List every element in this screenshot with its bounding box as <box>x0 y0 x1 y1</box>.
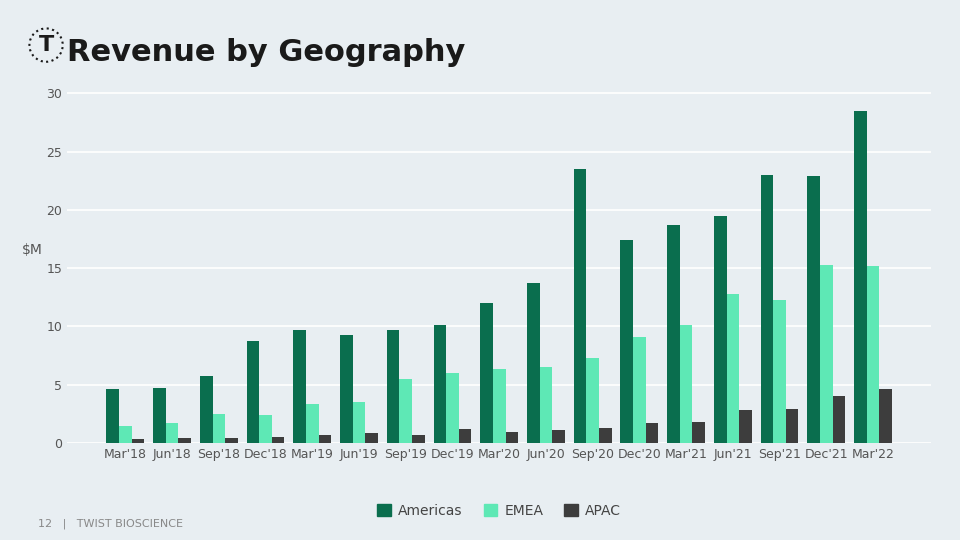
Bar <box>552 430 564 443</box>
Bar <box>319 435 331 443</box>
Bar <box>879 389 892 443</box>
Bar <box>107 389 119 443</box>
Bar <box>247 341 259 443</box>
Bar <box>166 423 179 443</box>
Bar <box>820 265 832 443</box>
Bar <box>366 434 378 443</box>
Bar <box>306 404 319 443</box>
Bar <box>259 415 272 443</box>
Text: T: T <box>38 35 54 55</box>
Bar <box>352 402 366 443</box>
Bar <box>434 325 446 443</box>
Bar <box>179 438 191 443</box>
Bar <box>492 369 506 443</box>
Bar <box>540 367 552 443</box>
Bar <box>387 330 399 443</box>
Bar <box>692 422 705 443</box>
Bar <box>680 325 692 443</box>
Bar <box>786 409 799 443</box>
Bar <box>226 438 238 443</box>
Bar <box>446 373 459 443</box>
Bar <box>399 379 412 443</box>
Bar <box>212 414 226 443</box>
Y-axis label: $M: $M <box>22 242 43 256</box>
Bar <box>760 175 773 443</box>
Bar <box>587 358 599 443</box>
Legend: Americas, EMEA, APAC: Americas, EMEA, APAC <box>372 498 627 523</box>
Bar <box>132 440 144 443</box>
Bar <box>294 330 306 443</box>
Bar <box>773 300 786 443</box>
Bar <box>854 111 867 443</box>
Text: 12   |   TWIST BIOSCIENCE: 12 | TWIST BIOSCIENCE <box>38 519 183 529</box>
Bar <box>459 429 471 443</box>
Bar <box>154 388 166 443</box>
Bar <box>620 240 633 443</box>
Bar <box>506 433 518 443</box>
Bar <box>527 284 540 443</box>
Bar <box>480 303 492 443</box>
Bar <box>340 334 352 443</box>
Bar <box>412 435 424 443</box>
Bar <box>646 423 659 443</box>
Bar <box>807 176 820 443</box>
Bar <box>832 396 845 443</box>
Bar <box>867 266 879 443</box>
Bar <box>119 427 132 443</box>
Bar <box>667 225 680 443</box>
Bar <box>714 216 727 443</box>
Bar <box>599 428 612 443</box>
Text: Revenue by Geography: Revenue by Geography <box>67 38 466 67</box>
Bar <box>739 410 752 443</box>
Bar <box>200 376 212 443</box>
Bar <box>633 337 646 443</box>
Bar <box>574 169 587 443</box>
Bar <box>272 437 284 443</box>
Bar <box>727 294 739 443</box>
